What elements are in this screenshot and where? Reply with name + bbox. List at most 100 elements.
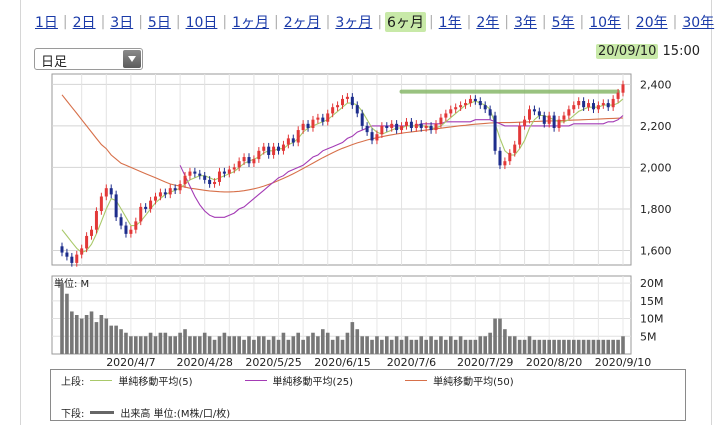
volume-bar — [384, 336, 389, 354]
candle-body — [429, 125, 433, 131]
timestamp: 20/09/10 15:00 — [596, 44, 700, 59]
legend-lower-label: 下段: — [61, 409, 85, 420]
candle-body — [183, 175, 187, 185]
volume-bar — [173, 336, 177, 354]
candle-body — [611, 98, 615, 108]
volume-bar — [365, 336, 369, 354]
dropdown-button[interactable] — [123, 50, 141, 68]
candle-body — [173, 188, 177, 191]
volume-bar — [163, 332, 168, 354]
candle-body — [360, 113, 364, 126]
candle-body — [345, 96, 349, 99]
volume-bar — [581, 339, 586, 354]
tab-0[interactable]: 1日 — [35, 15, 58, 31]
volume-bar — [119, 329, 123, 354]
volume-bar — [616, 339, 620, 354]
volume-bar — [503, 329, 507, 354]
x-tick-label: 2020/9/10 — [595, 356, 651, 369]
volume-tick-label: 10M — [640, 313, 664, 326]
candle-body — [336, 105, 340, 108]
tab-separator: | — [579, 14, 585, 30]
candle-body — [488, 109, 492, 116]
legend-swatch-ma5 — [90, 380, 113, 381]
volume-bar — [439, 336, 443, 354]
volume-bar — [153, 336, 158, 354]
legend-item-ma25: 単純移動平均(25) — [239, 373, 353, 388]
volume-bar — [207, 336, 212, 354]
tab-8[interactable]: 6ヶ月 — [385, 12, 426, 32]
legend-swatch-ma25 — [244, 380, 267, 381]
x-tick-label: 2020/7/6 — [387, 356, 436, 369]
volume-bar — [60, 283, 64, 354]
candle-body — [168, 188, 172, 195]
tab-9[interactable]: 1年 — [438, 15, 462, 31]
tab-12[interactable]: 5年 — [551, 15, 575, 31]
tab-15[interactable]: 30年 — [682, 15, 715, 31]
volume-bar — [473, 339, 478, 354]
candle-body — [409, 121, 413, 128]
tab-separator: | — [672, 14, 678, 30]
volume-bar — [311, 332, 315, 354]
candle-body — [203, 175, 207, 180]
candle-body — [468, 98, 472, 104]
tab-10[interactable]: 2年 — [476, 15, 500, 31]
candle-body — [99, 196, 103, 212]
period-select[interactable]: 日足 — [34, 48, 143, 70]
volume-bar — [562, 339, 566, 354]
volume-bar — [517, 339, 522, 354]
volume-bar — [168, 336, 173, 354]
volume-bar — [611, 339, 615, 354]
volume-bar — [596, 339, 601, 354]
candle-body — [390, 123, 394, 128]
volume-bar — [74, 315, 79, 354]
candle-body — [341, 98, 344, 106]
tab-3[interactable]: 5日 — [147, 15, 171, 31]
candle-body — [217, 171, 221, 182]
volume-bar — [468, 339, 473, 354]
volume-bar — [547, 339, 551, 354]
candle-body — [104, 188, 108, 197]
volume-bar — [79, 318, 84, 354]
candle-body — [198, 173, 202, 176]
tab-separator: | — [138, 14, 143, 30]
price-tick-label: 2,400 — [640, 78, 672, 91]
legend-swatch-ma50 — [405, 380, 428, 381]
candle-body — [60, 246, 64, 253]
candle-body — [552, 115, 556, 128]
candle-body — [414, 123, 418, 128]
candle-body — [528, 109, 531, 120]
volume-bar — [444, 339, 448, 354]
volume-bar — [542, 339, 547, 354]
tab-6[interactable]: 2ヶ月 — [283, 15, 321, 31]
volume-bar — [606, 339, 611, 354]
candle-body — [193, 171, 197, 174]
candle-body — [213, 181, 217, 185]
tab-13[interactable]: 10年 — [589, 15, 622, 31]
volume-tick-label: 5M — [640, 330, 657, 343]
price-tick-label: 1,800 — [640, 203, 672, 216]
price-tick-label: 2,200 — [640, 120, 672, 133]
candle-body — [601, 103, 605, 106]
volume-bar — [109, 325, 114, 354]
candle-body — [547, 115, 551, 124]
tab-11[interactable]: 3年 — [513, 15, 537, 31]
tab-2[interactable]: 3日 — [110, 15, 134, 31]
candle-body — [478, 100, 482, 106]
period-tabs: 1日 | 2日 | 3日 | 5日 | 10日 | 1ヶ月 | 2ヶ月 | 3ヶ月 | 6ヶ月 | 1年 | 2年 | 3年… — [33, 9, 716, 35]
tab-14[interactable]: 20年 — [635, 15, 668, 31]
candle-body — [154, 196, 157, 201]
volume-bar — [335, 336, 340, 354]
candle-body — [262, 146, 266, 151]
volume-bar — [355, 329, 360, 354]
volume-bar — [340, 339, 345, 354]
volume-bar — [291, 336, 296, 354]
candle-body — [439, 117, 443, 124]
volume-bar — [567, 339, 571, 354]
tab-5[interactable]: 1ヶ月 — [232, 15, 270, 31]
candle-body — [385, 125, 389, 128]
candle-body — [606, 103, 610, 108]
volume-bar — [404, 336, 409, 354]
tab-4[interactable]: 10日 — [185, 15, 218, 31]
tab-1[interactable]: 2日 — [72, 15, 96, 31]
tab-7[interactable]: 3ヶ月 — [335, 15, 373, 31]
